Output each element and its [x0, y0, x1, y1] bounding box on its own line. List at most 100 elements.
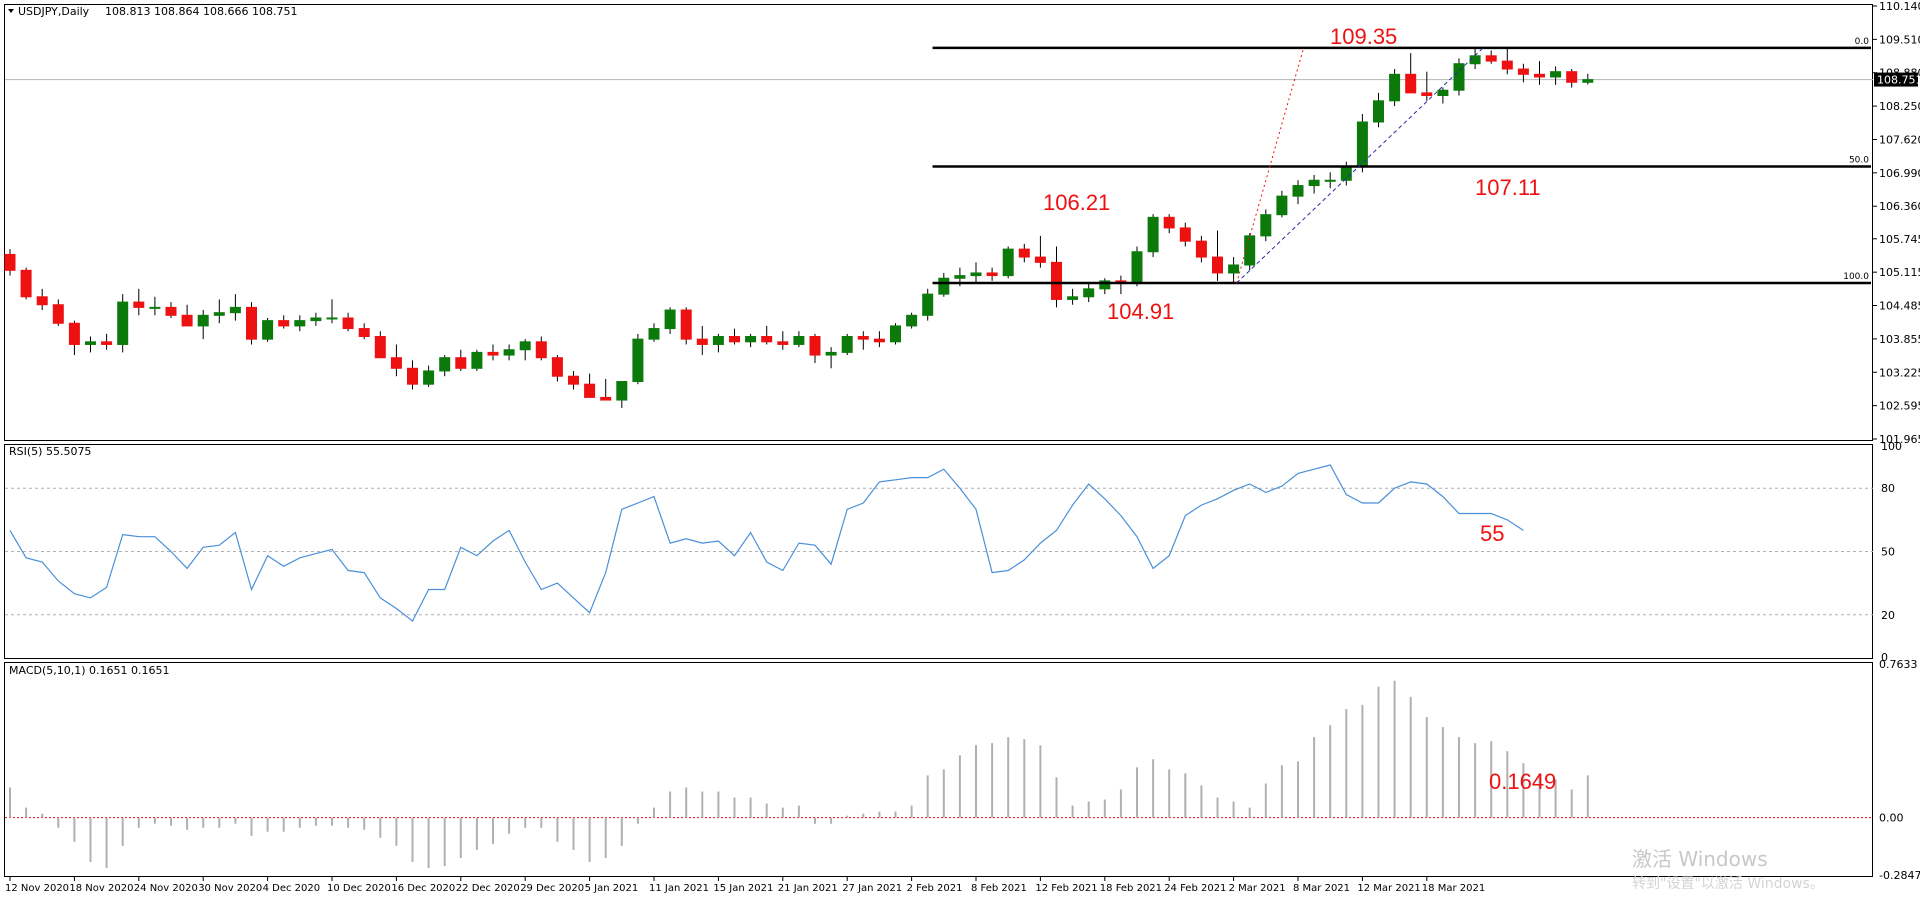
candle-body [1212, 256, 1223, 274]
candle-body [213, 312, 225, 316]
chevron-down-icon[interactable] [8, 9, 14, 13]
candle-body [584, 383, 596, 398]
rsi-panel-frame [4, 444, 1873, 659]
candle-body [1437, 89, 1449, 97]
candle-body [1260, 214, 1272, 237]
candle-body [133, 301, 145, 308]
date-label: 29 Dec 2020 [520, 883, 584, 894]
candle-body [1067, 296, 1079, 300]
candle-body [1228, 264, 1240, 274]
candle-body [1292, 185, 1304, 197]
candle-body [1244, 235, 1256, 266]
candle-body [954, 275, 966, 279]
candle-body [568, 375, 579, 385]
rsi-axis-label: 20 [1881, 609, 1895, 622]
candle-body [712, 336, 724, 345]
candle-body [600, 396, 612, 401]
date-label: 24 Feb 2021 [1164, 883, 1226, 894]
candle-body [922, 293, 934, 316]
fib-level-label: 50.0 [1849, 155, 1869, 165]
price-annotation: 106.21 [1043, 190, 1110, 215]
candle-body [1389, 73, 1401, 102]
fibonacci-retracement[interactable]: 0.0 50.0 100.0 [932, 37, 1871, 285]
macd-value-annotation: 0.1649 [1489, 769, 1556, 794]
candle-body [729, 336, 740, 343]
rsi-value-annotation: 55 [1480, 521, 1504, 546]
date-label: 12 Nov 2020 [5, 883, 69, 894]
candle-body [1163, 216, 1175, 229]
rsi-axis-label: 100 [1881, 440, 1902, 453]
rsi-axis-label: 50 [1881, 546, 1895, 559]
price-axis-label: 107.620 [1879, 133, 1920, 146]
rsi-line [9, 464, 1524, 623]
candle-body [407, 367, 418, 385]
current-price-label: 108.751 [1877, 74, 1920, 87]
date-label: 8 Feb 2021 [971, 883, 1027, 894]
date-label: 24 Nov 2020 [134, 883, 198, 894]
ohlc-readout: 108.813 108.864 108.666 108.751 [105, 5, 297, 18]
candle-body [809, 336, 821, 356]
date-axis: 12 Nov 2020 18 Nov 2020 24 Nov 2020 30 Nov … [5, 876, 1485, 894]
date-label: 18 Mar 2021 [1422, 883, 1485, 894]
candle-body [85, 341, 96, 345]
candle-body [1340, 166, 1352, 181]
candle-body [986, 272, 998, 277]
candle-body [632, 338, 644, 383]
fib-level-label: 100.0 [1843, 272, 1869, 282]
candle-body [777, 341, 789, 345]
candle-body [1373, 100, 1384, 123]
fib-trend-line[interactable] [1236, 47, 1484, 284]
date-label: 10 Dec 2020 [327, 883, 391, 894]
candle-body [938, 277, 950, 295]
date-label: 11 Jan 2021 [649, 883, 709, 894]
macd-axis-label: -0.2847 [1879, 869, 1920, 882]
date-label: 2 Feb 2021 [907, 883, 963, 894]
candle-body [1324, 179, 1336, 182]
candle-body [503, 349, 515, 356]
candle-body [970, 272, 982, 277]
date-label: 4 Dec 2020 [263, 883, 321, 894]
candle-body [1179, 227, 1191, 242]
date-label: 22 Dec 2020 [456, 883, 520, 894]
candle-body [326, 317, 338, 320]
candle-body [1469, 55, 1481, 65]
candle-body [246, 306, 257, 340]
price-axis-label: 101.965 [1879, 433, 1920, 446]
activation-watermark-line1: 激活 Windows [1632, 847, 1768, 871]
date-label: 16 Dec 2020 [391, 883, 455, 894]
macd-panel: 0.7633 0.00 -0.2847 [5, 658, 1920, 882]
candle-body [262, 320, 274, 340]
candle-body [68, 322, 80, 345]
price-axis: 110.140109.510108.880108.250107.620106.9… [5, 0, 1920, 446]
rsi-axis-label: 0 [1881, 651, 1888, 664]
candle-body [165, 306, 177, 316]
fib-extension-line[interactable] [1236, 47, 1305, 284]
candle-body [455, 357, 467, 369]
price-axis-label: 104.485 [1879, 300, 1920, 313]
candle-body [1147, 216, 1159, 253]
price-axis-label: 108.250 [1879, 100, 1920, 113]
candle-body [1405, 73, 1417, 94]
candle-body [20, 269, 32, 298]
candle-body [680, 309, 692, 340]
candle-body [1501, 60, 1513, 70]
current-price-tag [1874, 72, 1918, 87]
candle-body [310, 317, 322, 322]
candle-body [390, 357, 402, 369]
price-axis-label: 105.745 [1879, 233, 1920, 246]
annotations: 109.35 107.11 106.21 104.91 55 0.1649 [1043, 24, 1556, 794]
rsi-title: RSI(5) 55.5075 [9, 445, 91, 458]
price-panel-frame [4, 4, 1873, 441]
rsi-panel: 100 80 50 20 0 [5, 440, 1902, 664]
candle-body [519, 341, 531, 351]
candle-body [487, 351, 499, 356]
candle-body [1517, 68, 1529, 75]
candle-body [535, 341, 547, 359]
candle-body [906, 314, 918, 327]
macd-axis-label: 0.00 [1879, 812, 1904, 825]
candle-body [696, 338, 708, 345]
fib-level-label: 0.0 [1855, 37, 1870, 47]
candle-body [197, 314, 209, 327]
candle-body [1034, 256, 1046, 263]
